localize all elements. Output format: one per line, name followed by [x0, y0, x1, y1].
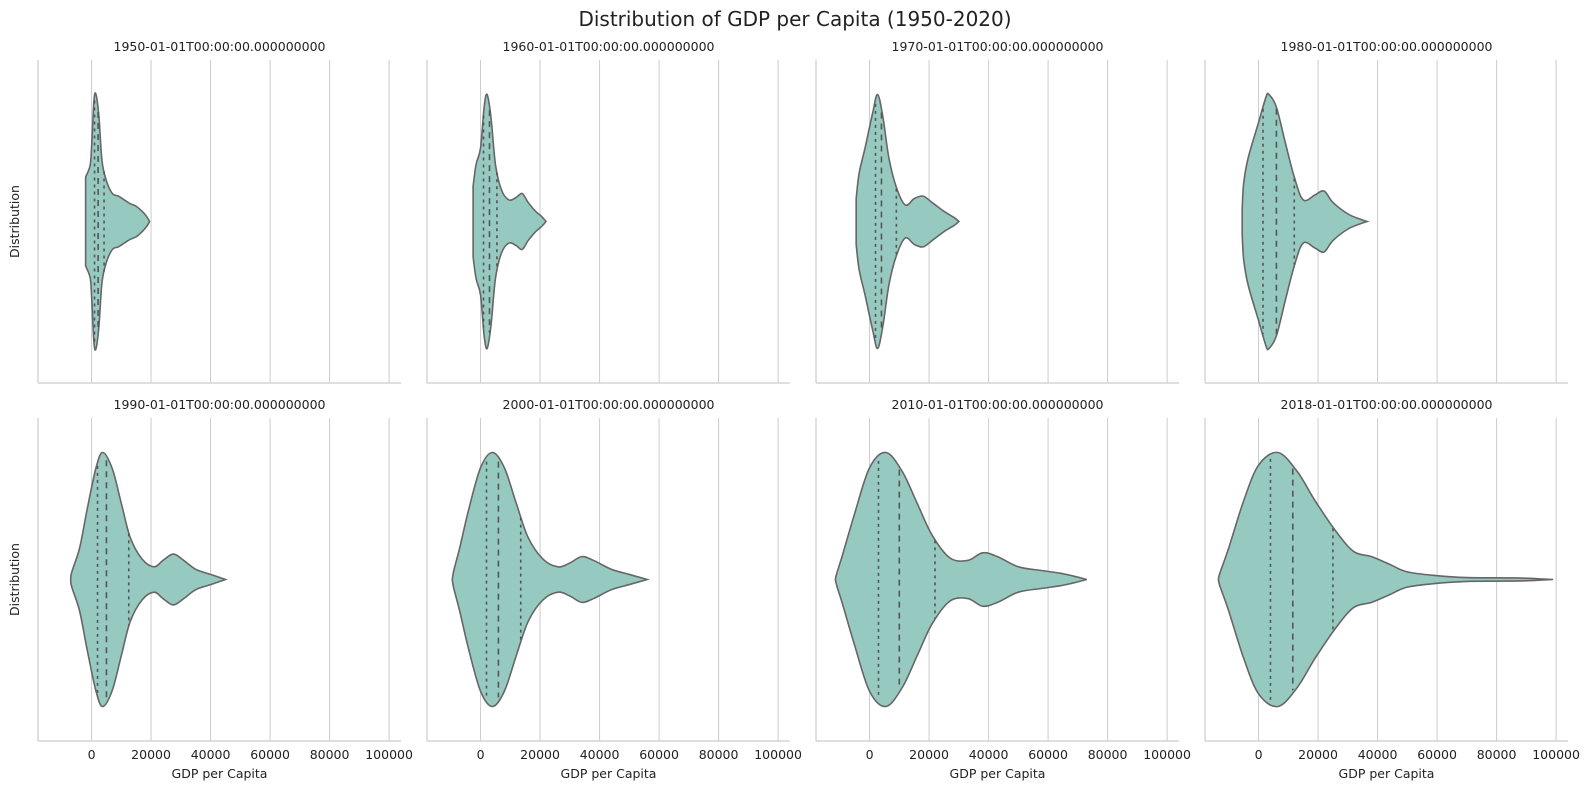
x-axis-label: GDP per Capita	[1339, 766, 1435, 781]
x-tick-label: 80000	[310, 747, 350, 762]
panel-1: 1950-01-01T00:00:00.000000000 Distributio…	[7, 39, 401, 384]
panel-title: 1990-01-01T00:00:00.000000000	[114, 397, 326, 412]
x-tick-label: 100000	[754, 747, 802, 762]
panel-2: 1960-01-01T00:00:00.000000000	[426, 39, 790, 384]
violin-body	[472, 93, 548, 350]
figure-title: Distribution of GDP per Capita (1950-202…	[578, 7, 1011, 31]
x-tick-label: 20000	[520, 747, 560, 762]
panels: 1950-01-01T00:00:00.000000000 Distributio…	[7, 39, 1580, 781]
panel-title: 2000-01-01T00:00:00.000000000	[503, 397, 715, 412]
panel-title: 1980-01-01T00:00:00.000000000	[1281, 39, 1493, 54]
panel-title: 1950-01-01T00:00:00.000000000	[114, 39, 326, 54]
x-tick-label: 20000	[1298, 747, 1338, 762]
y-axis-label: Distribution	[7, 543, 22, 616]
violin-body	[84, 92, 151, 351]
panel-title: 2010-01-01T00:00:00.000000000	[892, 397, 1104, 412]
x-tick-label: 0	[477, 747, 485, 762]
violin-body	[69, 451, 228, 708]
x-tick-label: 100000	[365, 747, 413, 762]
panel-title: 2018-01-01T00:00:00.000000000	[1281, 397, 1493, 412]
x-tick-label: 20000	[131, 747, 171, 762]
panel-title: 1970-01-01T00:00:00.000000000	[892, 39, 1104, 54]
x-tick-label: 60000	[639, 747, 679, 762]
x-tick-label: 0	[88, 747, 96, 762]
x-tick-label: 100000	[1143, 747, 1191, 762]
x-tick-label: 80000	[699, 747, 739, 762]
panel-4: 1980-01-01T00:00:00.000000000	[1204, 39, 1568, 384]
x-tick-label: 40000	[1358, 747, 1398, 762]
x-tick-label: 20000	[909, 747, 949, 762]
panel-5: 1990-01-01T00:00:00.000000000 0 20000 40000…	[7, 397, 413, 781]
x-axis-label: GDP per Capita	[561, 766, 657, 781]
x-tick-label: 0	[1255, 747, 1263, 762]
x-axis-label: GDP per Capita	[172, 766, 268, 781]
panel-title: 1960-01-01T00:00:00.000000000	[503, 39, 715, 54]
violin-body	[451, 451, 651, 708]
x-tick-label: 40000	[191, 747, 231, 762]
x-tick-label: 80000	[1477, 747, 1517, 762]
x-tick-label: 0	[866, 747, 874, 762]
panel-7: 2010-01-01T00:00:00.000000000 0 20000 40000…	[815, 397, 1191, 781]
x-tick-label: 60000	[250, 747, 290, 762]
x-tick-label: 40000	[580, 747, 620, 762]
y-axis-label: Distribution	[7, 185, 22, 258]
panel-6: 2000-01-01T00:00:00.000000000 0 20000 40000…	[426, 397, 802, 781]
violin-body	[855, 93, 961, 350]
violin-body	[1241, 92, 1370, 351]
panel-3: 1970-01-01T00:00:00.000000000	[815, 39, 1179, 384]
x-tick-label: 60000	[1028, 747, 1068, 762]
violin-body	[834, 451, 1087, 708]
x-tick-label: 40000	[969, 747, 1009, 762]
x-axis-label: GDP per Capita	[950, 766, 1046, 781]
x-tick-label: 60000	[1417, 747, 1457, 762]
violin-body	[1217, 451, 1554, 708]
x-tick-label: 100000	[1532, 747, 1580, 762]
panel-8: 2018-01-01T00:00:00.000000000 0 20000 40000…	[1204, 397, 1580, 781]
x-tick-label: 80000	[1088, 747, 1128, 762]
